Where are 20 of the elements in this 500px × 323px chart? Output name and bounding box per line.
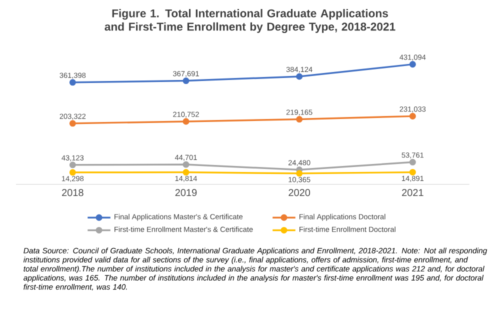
point — [182, 118, 190, 125]
x-tick-label: 2021 — [402, 189, 424, 196]
point — [409, 61, 416, 68]
point — [69, 162, 76, 168]
point — [296, 73, 303, 80]
x-tick-label: 2018 — [62, 189, 84, 196]
chart-title: Figure 1. Total International Graduate Applications and First-Time Enrollment by Degree Type, 2018-2021 — [104, 9, 396, 33]
x-tick-label: 2020 — [288, 189, 310, 196]
x-tick-label: 2019 — [175, 189, 197, 196]
point — [409, 158, 416, 166]
point — [409, 112, 416, 120]
point — [69, 120, 76, 127]
point — [409, 168, 416, 176]
point — [296, 170, 303, 177]
point — [182, 168, 190, 176]
point — [182, 161, 190, 168]
point — [69, 169, 76, 176]
point — [296, 116, 303, 123]
point — [69, 79, 76, 86]
point — [182, 77, 190, 84]
